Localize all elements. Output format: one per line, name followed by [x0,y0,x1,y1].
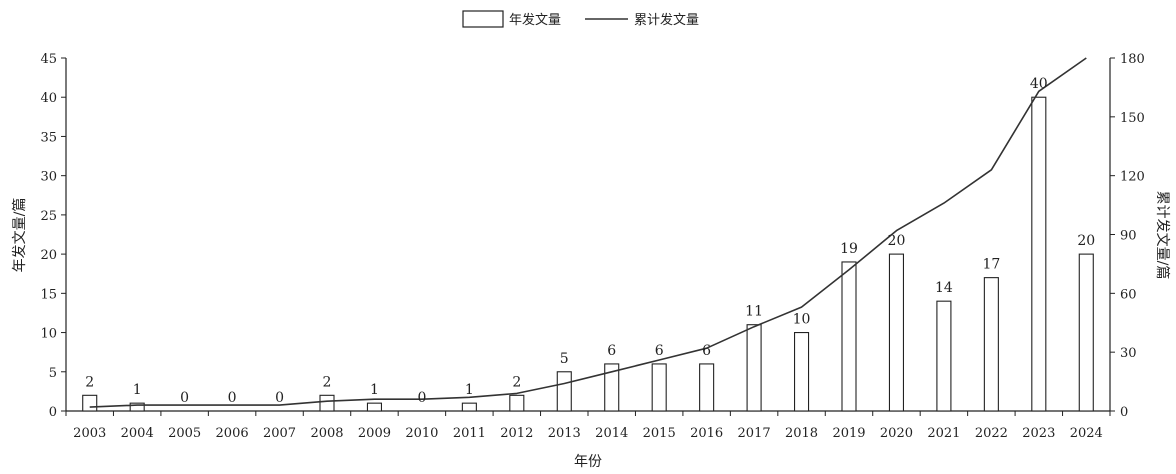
data-label: 14 [935,280,953,296]
x-tick-label: 2003 [73,426,106,441]
data-label: 6 [655,343,664,359]
x-tick-label: 2008 [310,426,343,441]
x-tick-label: 2007 [263,426,296,441]
bar [82,394,98,412]
y-left-tick-label: 20 [40,248,57,263]
y-right-tick-label: 30 [1120,346,1137,361]
bar [793,332,810,412]
data-label: 20 [1077,233,1095,249]
data-label: 1 [370,382,379,398]
y-right-tick-label: 90 [1120,229,1137,244]
x-tick-label: 2015 [643,426,676,441]
x-tick-label: 2014 [595,426,628,441]
data-label: 0 [417,390,426,406]
bar [888,253,905,412]
legend: 年发文量 累计发文量 [462,10,699,28]
x-tick-label: 2016 [690,426,723,441]
x-tick-label: 2024 [1070,426,1103,441]
y-axis-right-title: 累计发文量/篇 [1154,191,1170,280]
x-tick-label: 2011 [453,426,486,441]
bar [746,324,762,412]
legend-bar-label: 年发文量 [509,12,561,28]
bar [983,277,999,412]
x-tick-label: 2006 [216,426,249,441]
x-tick-label: 2018 [785,426,818,441]
bar [604,363,620,412]
data-label: 11 [745,304,763,320]
x-tick-label: 2021 [927,426,960,441]
x-tick-label: 2023 [1022,426,1055,441]
x-tick-label: 2004 [121,426,154,441]
y-right-tick-label: 0 [1120,405,1128,420]
y-left-tick-label: 10 [40,327,57,342]
bar [509,394,525,412]
bar [841,261,857,412]
data-label: 20 [888,233,906,249]
data-label: 1 [133,382,142,398]
data-label: 40 [1030,76,1048,92]
data-label: 10 [793,312,811,328]
data-label: 6 [702,343,711,359]
y-left-tick-label: 25 [40,209,57,224]
x-tick-label: 2010 [405,426,438,441]
bar [129,402,145,412]
x-tick-label: 2013 [548,426,581,441]
y-left-tick-label: 30 [40,170,57,185]
x-tick-label: 2009 [358,426,391,441]
bar-series [82,96,1094,412]
y-left-tick-label: 45 [40,52,57,67]
x-tick-label: 2017 [738,426,771,441]
x-tick-label: 2012 [500,426,533,441]
x-axis-title: 年份 [574,454,602,470]
legend-bar-swatch [462,10,504,28]
y-left-tick-label: 15 [40,287,57,302]
y-left-tick-label: 35 [40,130,57,145]
data-label: 2 [512,374,521,390]
bar [366,402,383,412]
y-right-tick-label: 180 [1120,52,1145,67]
data-label: 5 [560,351,569,367]
bar [319,394,335,412]
data-label: 0 [180,390,189,406]
x-tick-label: 2022 [975,426,1008,441]
data-label: 1 [465,382,474,398]
y-right-tick-label: 150 [1120,111,1145,126]
bar [1031,96,1047,412]
data-label: 6 [607,343,616,359]
bar [556,371,572,412]
y-left-tick-label: 0 [49,405,57,420]
x-tick-label: 2020 [880,426,913,441]
bar [936,300,952,412]
cumulative-line [89,57,1087,408]
bar [651,363,667,412]
data-label: 0 [275,390,284,406]
y-left-tick-label: 40 [40,91,57,106]
y-axis-left-title: 年发文量/篇 [12,198,28,273]
line-series [89,57,1087,408]
y-right-tick-label: 60 [1120,287,1137,302]
x-tick-label: 2005 [168,426,201,441]
data-label: 19 [840,241,858,257]
data-label: 0 [228,390,237,406]
y-right-tick-label: 120 [1120,170,1145,185]
bar [1078,253,1094,412]
data-label: 2 [85,374,94,390]
bar [461,402,477,412]
y-left-tick-label: 5 [49,366,57,381]
legend-line-label: 累计发文量 [634,12,699,28]
x-tick-label: 2019 [832,426,865,441]
bar [699,363,715,412]
data-label: 2 [323,374,332,390]
data-label: 17 [982,257,1000,273]
